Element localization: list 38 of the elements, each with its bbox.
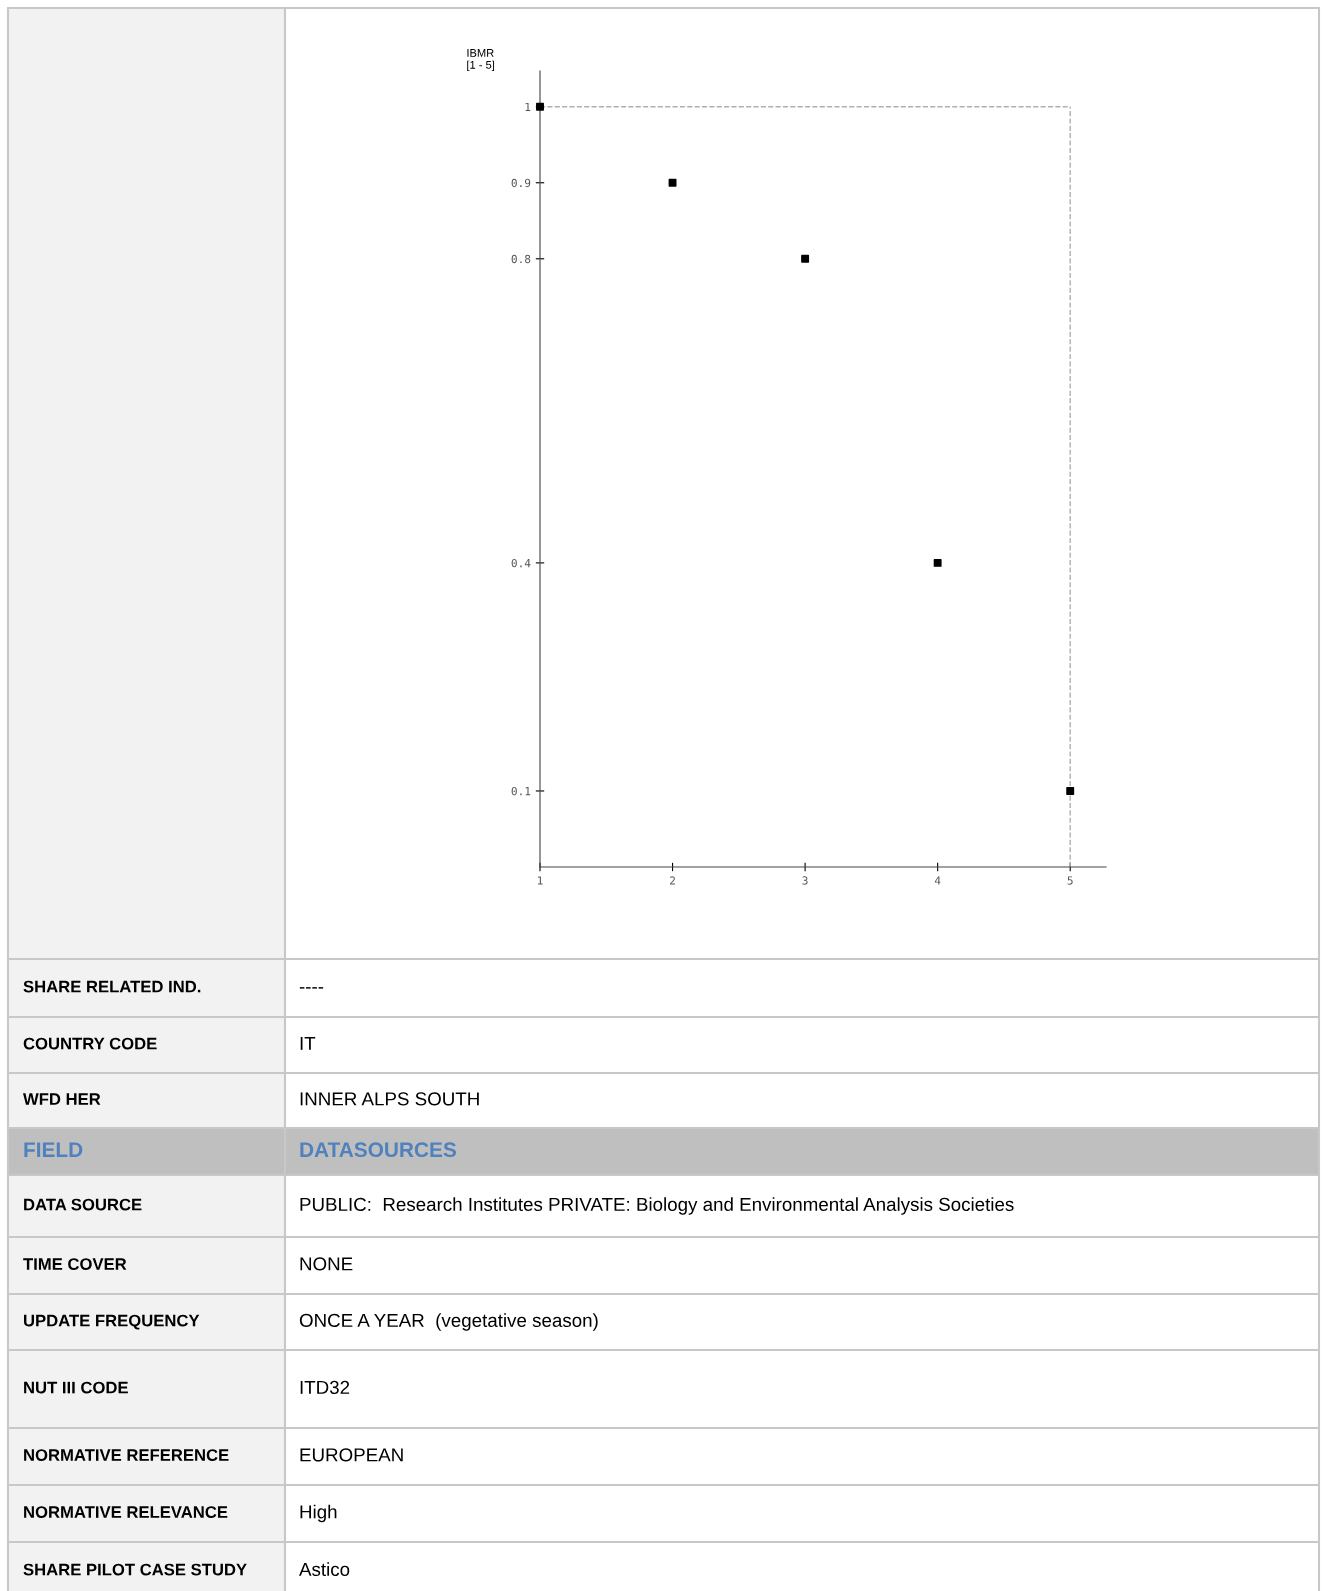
text: High — [300, 1504, 337, 1523]
text: NONE — [300, 1257, 353, 1271]
text: INNER ALPS SOUTH — [300, 1092, 479, 1106]
point — [801, 254, 810, 263]
x-tick-label: 2 — [670, 876, 675, 885]
text: ONCE A YEAR (vegetative season) — [299, 1313, 598, 1331]
y-axis-title: IBMR [1 - 5] — [467, 49, 495, 71]
y-tick-label: 0.8 — [511, 254, 531, 264]
text: EUROPEAN — [300, 1448, 403, 1462]
text: DATA SOURCE — [24, 1198, 142, 1211]
point — [933, 558, 942, 567]
y-tick-label: 0.9 — [511, 178, 531, 188]
text: ---- — [299, 987, 324, 989]
text: NUT III CODE — [24, 1381, 128, 1394]
text: COUNTRY CODE — [23, 1037, 157, 1050]
text: IT — [300, 1036, 316, 1050]
point — [1066, 787, 1075, 795]
text: SHARE RELATED IND. — [23, 980, 201, 993]
text: ITD32 — [300, 1380, 350, 1395]
text: SHARE PILOT CASE STUDY — [23, 1563, 247, 1576]
y-tick-label: 0.4 — [511, 558, 531, 568]
x-tick-label: 1 — [537, 876, 543, 885]
text: FIELD — [24, 1142, 83, 1157]
text: DATASOURCES — [300, 1142, 456, 1158]
text: Astico — [299, 1562, 350, 1577]
y-tick-label: 0.1 — [511, 786, 531, 796]
text: TIME COVER — [23, 1258, 127, 1270]
text: NORMATIVE RELEVANCE — [24, 1506, 228, 1518]
x-tick-label: 3 — [802, 876, 808, 885]
text: PUBLIC: Research Institutes PRIVATE: Biology and Environmental Analysis Societies — [300, 1197, 1014, 1215]
x-tick-label: 5 — [1067, 876, 1073, 885]
text: NORMATIVE REFERENCE — [24, 1449, 229, 1461]
y-tick-label: 1 — [525, 102, 531, 111]
point — [536, 102, 544, 111]
point — [668, 178, 677, 187]
x-tick-label: 4 — [934, 876, 941, 885]
text: WFD HER — [23, 1093, 101, 1105]
text: UPDATE FREQUENCY — [24, 1314, 200, 1330]
